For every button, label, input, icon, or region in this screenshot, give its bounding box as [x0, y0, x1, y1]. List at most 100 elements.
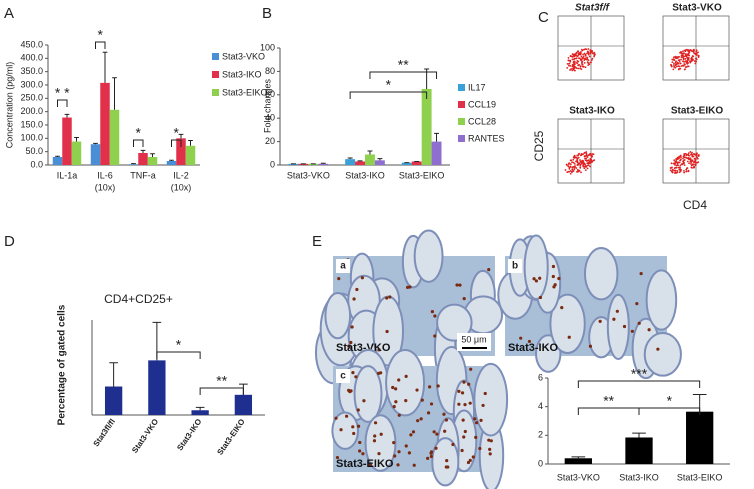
stained-cell [360, 276, 364, 280]
flow-event [677, 161, 680, 164]
flow-event [688, 51, 691, 54]
flow-event [692, 161, 695, 164]
flow-event [684, 57, 687, 60]
error-bar [64, 113, 70, 118]
histology-letter: b [512, 261, 518, 272]
x-tick-label: Stat3-EIKO [399, 170, 445, 180]
flow-ylabel: CD25 [532, 130, 546, 161]
stained-cell [352, 297, 356, 301]
flow-event [572, 158, 575, 161]
flow-event [688, 49, 691, 52]
crypt [385, 349, 426, 417]
flow-event [676, 169, 679, 172]
stained-cell [396, 463, 400, 467]
flow-event [586, 160, 588, 162]
significance-bracket [57, 99, 68, 107]
flow-event [583, 61, 586, 64]
flow-event [576, 62, 579, 64]
flow-event [571, 166, 574, 169]
flow-event [579, 57, 581, 60]
error-bar [367, 150, 373, 155]
flow-event [691, 155, 694, 158]
stained-cell [356, 408, 360, 412]
flow-event [567, 165, 570, 168]
crypt [413, 229, 444, 283]
stained-cell [478, 446, 482, 451]
stained-cell [404, 444, 408, 448]
stained-cell [463, 429, 467, 434]
flow-event [694, 57, 697, 60]
stained-cell [350, 325, 354, 329]
stained-cell [362, 399, 366, 403]
error-bar [320, 162, 326, 164]
flow-event [579, 166, 582, 168]
flow-event [677, 56, 680, 58]
flow-event [572, 58, 575, 61]
y-tick-label: 200.0 [20, 106, 43, 116]
bar [431, 141, 442, 165]
flow-event [675, 160, 677, 163]
flow-event [682, 54, 684, 57]
flow-event [679, 154, 682, 157]
y-axis-label: Fold changes [262, 78, 272, 133]
bar [147, 157, 158, 165]
y-tick-label: 400.0 [20, 53, 43, 63]
legend-swatch [458, 101, 465, 108]
flow-event [593, 53, 596, 56]
bar [104, 386, 123, 415]
flow-event [569, 60, 572, 63]
flow-event [586, 167, 589, 170]
histology-caption: Stat3-EIKO [336, 458, 394, 470]
flow-event [580, 162, 583, 165]
flow-event [583, 151, 586, 154]
stained-cell [534, 279, 538, 283]
flow-event [581, 63, 583, 65]
flow-event [573, 154, 576, 157]
flow-event [693, 157, 696, 160]
stained-cell [557, 276, 561, 281]
stained-cell [460, 448, 464, 453]
bar [564, 458, 592, 464]
flow-event [683, 171, 686, 174]
flow-event [678, 60, 681, 63]
flow-event [581, 60, 583, 63]
legend-label: RANTES [468, 133, 505, 143]
flow-event [690, 166, 693, 169]
legend-swatch [458, 84, 465, 91]
stained-cell [349, 340, 353, 345]
bar [90, 144, 101, 165]
flow-event [587, 164, 590, 167]
flow-event [575, 57, 578, 60]
error-bar [377, 158, 383, 161]
significance-bracket [349, 91, 428, 99]
stained-cell [552, 285, 556, 289]
flow-event [696, 152, 698, 155]
flow-event [573, 168, 576, 171]
stained-cell [560, 306, 564, 310]
bar [166, 161, 177, 165]
flow-event [694, 52, 697, 55]
flow-event [683, 49, 686, 52]
flow-title: Stat3-IKO [569, 106, 615, 117]
x-tick-label: Stat3-VKO [130, 417, 160, 455]
label-box [508, 259, 522, 273]
x-tick-label: Stat3-EIKO [215, 417, 246, 456]
flow-event [587, 59, 590, 62]
flow-event [677, 62, 680, 65]
flow-event [591, 57, 594, 60]
flow-event [579, 159, 581, 161]
bar [288, 163, 299, 165]
flow-event [582, 55, 585, 58]
flow-event [682, 50, 684, 53]
flow-event [694, 163, 697, 166]
flow-event [684, 152, 687, 155]
crypt [523, 234, 549, 300]
error-bar [109, 362, 118, 387]
significance-label: * [174, 125, 180, 141]
stained-cell [635, 302, 639, 306]
flow-event [590, 59, 593, 61]
flow-event [571, 69, 574, 72]
flow-event [588, 55, 591, 58]
flow-event [581, 159, 584, 162]
significance-bracket [133, 139, 144, 147]
